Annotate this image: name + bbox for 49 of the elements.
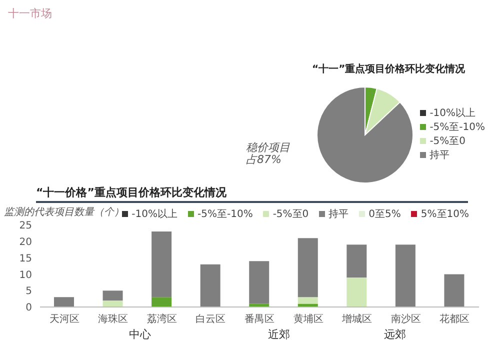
text: 近郊 bbox=[268, 327, 290, 342]
bar bbox=[152, 297, 172, 307]
x-tick-label: 黄埔区 bbox=[293, 313, 324, 326]
bar bbox=[298, 297, 318, 304]
text: 远郊 bbox=[384, 327, 406, 342]
legend-label: -5%至0 bbox=[272, 209, 309, 220]
text: 十一市场 bbox=[8, 6, 52, 21]
bar bbox=[346, 244, 367, 278]
bar bbox=[152, 232, 172, 298]
legend-label: -5%至-10% bbox=[198, 209, 253, 220]
x-tick-label: 海珠区 bbox=[98, 313, 128, 326]
legend-label: 5%至10% bbox=[420, 209, 469, 220]
chart-title: “十一”重点项目价格环比变化情况 bbox=[311, 62, 466, 76]
legend-label: 0至5% bbox=[368, 209, 401, 220]
bar bbox=[249, 304, 270, 307]
bar bbox=[249, 261, 270, 304]
legend-label: 持平 bbox=[328, 209, 349, 220]
bar bbox=[298, 238, 318, 298]
y-tick-label: 20 bbox=[19, 236, 32, 248]
y-tick-label: 15 bbox=[19, 253, 32, 264]
bar bbox=[346, 277, 367, 307]
x-tick-label: 花都区 bbox=[440, 313, 470, 326]
bar bbox=[395, 244, 416, 307]
y-tick-label: 25 bbox=[19, 220, 32, 232]
pie-slice bbox=[316, 86, 414, 184]
bar bbox=[102, 290, 123, 300]
x-tick-label: 天河区 bbox=[49, 313, 80, 326]
bar bbox=[298, 304, 318, 307]
legend-label: 持平 bbox=[430, 150, 450, 160]
x-tick-label: 南沙区 bbox=[390, 313, 421, 326]
bar bbox=[102, 300, 123, 307]
bar bbox=[444, 274, 464, 307]
bar bbox=[200, 264, 220, 307]
chart-title: “十一价格”重点项目价格环比变化情况 bbox=[36, 185, 226, 200]
y-tick-label: 10 bbox=[19, 270, 32, 281]
x-tick-label: 荔湾区 bbox=[146, 313, 177, 326]
y-tick-label: 5 bbox=[26, 286, 32, 298]
legend-label: -5%至0 bbox=[430, 136, 466, 146]
x-tick-label: 番禺区 bbox=[244, 313, 274, 326]
text: 稳价项目占87% bbox=[246, 141, 291, 166]
legend-label: -5%至-10% bbox=[430, 122, 485, 132]
text: 中心 bbox=[129, 327, 151, 342]
y-tick-label: 0 bbox=[26, 302, 32, 314]
x-tick-label: 白云区 bbox=[196, 313, 226, 326]
y-axis-title: 监测的代表项目数量（个） bbox=[4, 206, 124, 219]
bar bbox=[54, 297, 74, 307]
x-tick-label: 增城区 bbox=[341, 313, 372, 326]
legend-label: -10%以上 bbox=[132, 209, 178, 220]
legend-label: -10%以上 bbox=[430, 108, 476, 118]
